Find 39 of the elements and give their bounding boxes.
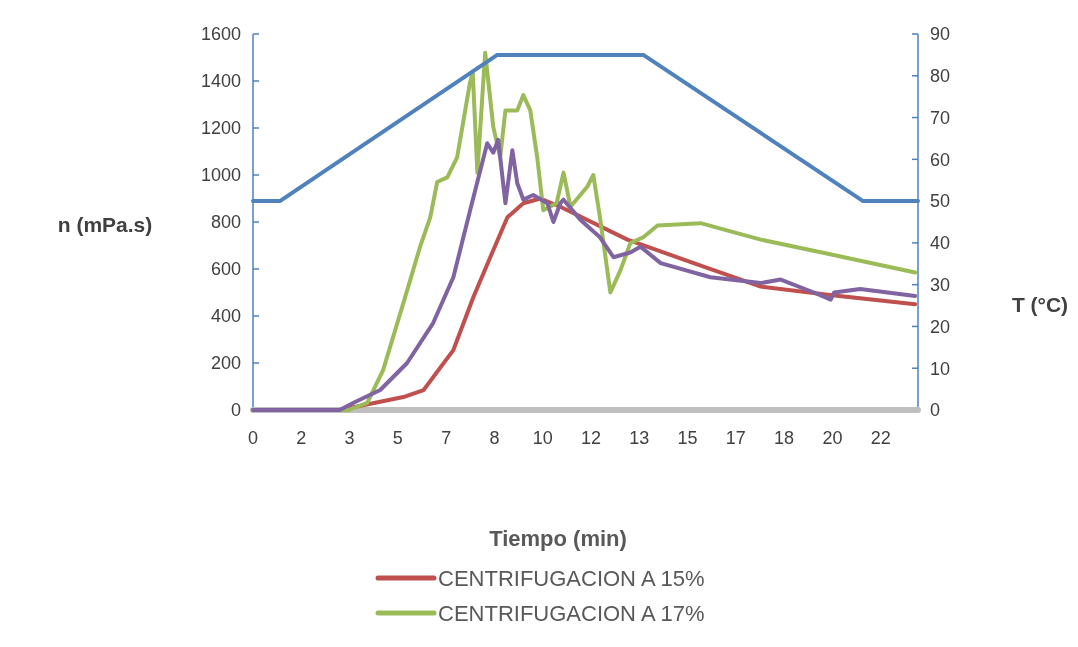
y2-tick-label: 70 [930,107,951,128]
y2-tick-label: 0 [930,400,941,421]
y2-axis-title: T (°C) [1011,293,1069,317]
y-tick-label: 1400 [200,71,241,92]
x-tick-label: 7 [441,428,452,448]
x-tick-label: 15 [677,428,698,448]
x-tick-label: 17 [725,428,746,448]
y-tick-label: 1600 [200,24,241,45]
x-tick-label: 0 [247,428,259,448]
y-tick-label: 1200 [200,118,241,139]
x-tick-label: 18 [774,428,795,448]
y-tick-label: 1000 [200,165,241,186]
y-tick-label: 200 [210,353,241,374]
x-tick-label: 8 [489,428,500,448]
x-tick-label: 2 [296,428,307,448]
x-tick-label: 10 [532,428,553,448]
y2-tick-label: 90 [930,24,951,45]
x-tick-label: 13 [629,428,650,448]
x-tick-label: 22 [870,428,891,448]
y-tick-label: 600 [210,259,241,280]
y-axis-title: n (mPa.s) [57,213,153,237]
y2-tick-label: 30 [930,274,951,295]
y-tick-label: 800 [210,212,241,233]
y-tick-label: 0 [230,400,241,421]
y2-tick-label: 20 [930,316,951,337]
y2-tick-label: 40 [930,233,951,254]
x-tick-label: 20 [822,428,843,448]
x-tick-label: 12 [580,428,602,448]
x-tick-label: 3 [344,428,355,448]
legend-label: CENTRIFUGACION A 15% [438,565,705,591]
y2-tick-label: 10 [930,358,951,379]
y2-tick-label: 80 [930,66,951,87]
x-tick-label: 5 [392,428,403,448]
x-axis-title: Tiempo (min) [489,525,627,551]
y2-tick-label: 50 [930,191,951,212]
y2-tick-label: 60 [930,149,951,170]
line-series [251,137,918,412]
y-tick-label: 400 [210,306,241,327]
legend-label: CENTRIFUGACION A 17% [438,600,705,626]
